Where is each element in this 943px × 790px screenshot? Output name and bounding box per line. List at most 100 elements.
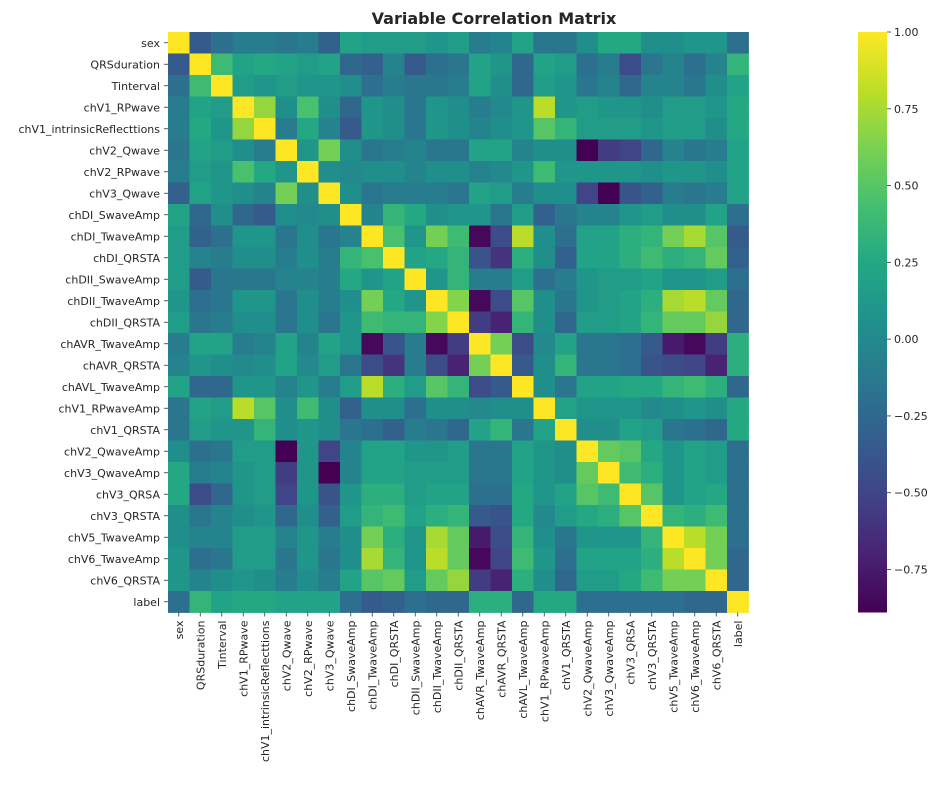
heatmap-cell	[404, 376, 427, 398]
heatmap-cell	[662, 247, 685, 269]
heatmap-cell	[361, 311, 384, 334]
heatmap-cell	[684, 204, 706, 226]
heatmap-cell	[168, 204, 190, 226]
heatmap-cell	[426, 139, 448, 162]
heatmap-cell	[555, 397, 577, 420]
heatmap-cell	[383, 376, 405, 398]
heatmap-cell	[447, 247, 470, 269]
heatmap-cell	[576, 419, 599, 441]
heatmap-cell	[447, 548, 470, 570]
heatmap-cell	[705, 139, 728, 162]
heatmap-cell	[211, 333, 233, 355]
heatmap-cell	[598, 569, 620, 592]
heatmap-cell	[340, 247, 362, 269]
heatmap-cell	[533, 268, 556, 291]
heatmap-cell	[404, 268, 427, 291]
heatmap-cell	[318, 397, 341, 420]
heatmap-cell	[727, 96, 749, 119]
heatmap-cell	[684, 247, 706, 269]
heatmap-cell	[404, 419, 427, 441]
heatmap-cell	[684, 182, 706, 205]
heatmap-cell	[469, 53, 491, 76]
heatmap-cell	[168, 53, 190, 76]
heatmap-cell	[340, 225, 362, 248]
heatmap-cell	[490, 333, 513, 355]
heatmap-cell	[340, 182, 362, 205]
heatmap-cell	[275, 483, 298, 506]
heatmap-cell	[447, 526, 470, 549]
heatmap-cell	[447, 376, 470, 398]
heatmap-cell	[512, 247, 534, 269]
heatmap-cell	[404, 225, 427, 248]
heatmap-cell	[576, 505, 599, 527]
row-label: chV3_QRSA	[96, 488, 161, 501]
heatmap-cell	[297, 569, 319, 592]
heatmap-cell	[211, 311, 233, 334]
row-label: chV3_QRSTA	[90, 510, 160, 523]
heatmap-cell	[426, 96, 448, 119]
heatmap-cell	[254, 483, 276, 506]
heatmap-cell	[426, 32, 448, 54]
heatmap-cell	[512, 526, 534, 549]
heatmap-cell	[469, 354, 491, 377]
heatmap-cell	[533, 290, 556, 312]
heatmap-cell	[275, 204, 298, 226]
heatmap-cell	[576, 569, 599, 592]
heatmap-cell	[684, 483, 706, 506]
heatmap-cell	[555, 247, 577, 269]
heatmap-cell	[232, 247, 255, 269]
heatmap-cell	[684, 225, 706, 248]
heatmap-cell	[275, 548, 298, 570]
heatmap-cell	[490, 182, 513, 205]
heatmap-cell	[168, 161, 190, 183]
colorbar-gradient	[858, 32, 887, 613]
heatmap-cell	[297, 591, 319, 613]
heatmap-cell	[619, 32, 642, 54]
heatmap-cell	[297, 53, 319, 76]
heatmap-cell	[254, 182, 276, 205]
heatmap-cell	[254, 548, 276, 570]
heatmap-cell	[512, 225, 534, 248]
heatmap-cell	[168, 505, 190, 527]
heatmap-cell	[705, 526, 728, 549]
heatmap-cell	[189, 440, 212, 463]
heatmap-cell	[662, 53, 685, 76]
heatmap-cell	[318, 354, 341, 377]
heatmap-cell	[275, 505, 298, 527]
heatmap-cell	[211, 225, 233, 248]
heatmap-cell	[555, 32, 577, 54]
heatmap-cell	[684, 505, 706, 527]
heatmap-cell	[254, 268, 276, 291]
heatmap-cell	[232, 526, 255, 549]
heatmap-cell	[318, 32, 341, 54]
heatmap-cell	[598, 182, 620, 205]
heatmap-cell	[189, 96, 212, 119]
heatmap-cell	[426, 53, 448, 76]
heatmap-cell	[447, 118, 470, 140]
heatmap-cell	[426, 548, 448, 570]
heatmap-cell	[555, 225, 577, 248]
heatmap-cell	[490, 290, 513, 312]
heatmap-cell	[383, 53, 405, 76]
heatmap-cell	[662, 333, 685, 355]
heatmap-cell	[447, 75, 470, 97]
heatmap-cell	[275, 569, 298, 592]
heatmap-cell	[361, 548, 384, 570]
colorbar-tick-label: 1.00	[894, 26, 919, 39]
column-label: chDI_TwaveAmp	[366, 620, 379, 709]
heatmap-cell	[361, 139, 384, 162]
heatmap-cell	[619, 397, 642, 420]
heatmap-cell	[490, 75, 513, 97]
heatmap-cell	[211, 376, 233, 398]
heatmap-cell	[340, 311, 362, 334]
heatmap-cell	[340, 268, 362, 291]
heatmap-cell	[490, 268, 513, 291]
heatmap-cell	[383, 75, 405, 97]
heatmap-cell	[576, 268, 599, 291]
heatmap-cell	[275, 376, 298, 398]
heatmap-cell	[404, 32, 427, 54]
heatmap-cell	[705, 225, 728, 248]
heatmap-cell	[404, 161, 427, 183]
heatmap-cell	[254, 311, 276, 334]
heatmap-cell	[275, 333, 298, 355]
